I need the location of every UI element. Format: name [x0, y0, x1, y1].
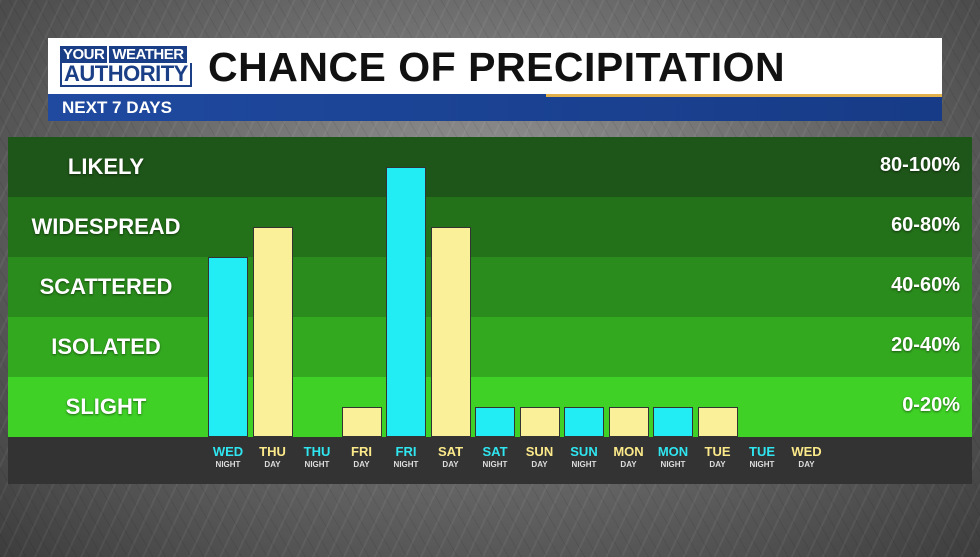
x-tick-label: MON NIGHT — [651, 445, 695, 469]
x-tick-period: NIGHT — [304, 460, 330, 469]
x-tick-label: TUE DAY — [696, 445, 740, 469]
band-range: 80-100% — [879, 154, 960, 176]
x-tick-day: SAT — [437, 444, 464, 459]
band-label: ISOLATED — [51, 334, 161, 359]
band-range: 0-20% — [902, 394, 960, 416]
x-tick-day: THU — [259, 444, 286, 459]
bar-thu-day — [252, 227, 293, 437]
x-tick-period: DAY — [709, 460, 726, 469]
x-tick-label: SUN DAY — [518, 445, 562, 469]
x-tick-day: THU — [303, 444, 331, 459]
x-tick-label: FRI DAY — [340, 445, 384, 469]
x-tick-label: FRI NIGHT — [384, 445, 428, 469]
band-label: LIKELY — [67, 154, 145, 179]
x-tick-period: NIGHT — [660, 460, 686, 469]
accent-stripe — [546, 94, 942, 97]
x-tick-day: TUE — [749, 444, 775, 459]
band-label: WIDESPREAD — [31, 214, 181, 239]
x-tick-period: DAY — [353, 460, 370, 469]
x-tick-label: SAT NIGHT — [473, 445, 517, 469]
x-tick-day: MON — [613, 444, 644, 459]
band-range: 40-60% — [891, 274, 960, 296]
x-tick-period: NIGHT — [215, 460, 241, 469]
x-tick-day: FRI — [395, 444, 417, 459]
band-likely: LIKELY 80-100% — [8, 137, 972, 197]
band-scattered: SCATTERED 40-60% — [8, 257, 972, 317]
x-tick-day: MON — [657, 444, 689, 459]
band-label: SLIGHT — [65, 394, 147, 419]
x-tick-period: DAY — [442, 460, 459, 469]
x-tick-period: NIGHT — [749, 460, 775, 469]
x-tick-day: TUE — [704, 444, 731, 459]
bar-fri-night — [386, 167, 426, 437]
logo-text-your: YOUR — [60, 46, 108, 63]
x-tick-day: SUN — [525, 444, 554, 459]
bar-sun-night — [564, 407, 604, 437]
x-tick-day: SUN — [570, 444, 598, 459]
x-tick-day: FRI — [351, 444, 372, 459]
station-logo: YOUR WEATHER AUTHORITY — [60, 46, 192, 87]
x-tick-period: NIGHT — [393, 460, 419, 469]
x-tick-day: WED — [212, 444, 244, 459]
bar-mon-night — [653, 407, 693, 437]
x-tick-period: DAY — [798, 460, 815, 469]
bar-sat-day — [430, 227, 471, 437]
precipitation-chart: LIKELY 80-100% WIDESPREAD 60-80% SCATTERED 40… — [8, 137, 972, 484]
x-tick-label: WED NIGHT — [206, 445, 250, 469]
x-tick-period: NIGHT — [571, 460, 597, 469]
x-tick-label: SAT DAY — [429, 445, 473, 469]
x-tick-period: DAY — [264, 460, 281, 469]
chart-subtitle: NEXT 7 DAYS — [62, 98, 172, 117]
logo-text-weather: WEATHER — [109, 46, 187, 63]
x-tick-day: SAT — [482, 444, 508, 459]
x-tick-label: THU NIGHT — [295, 445, 339, 469]
bar-sun-day — [519, 407, 560, 437]
band-widespread: WIDESPREAD 60-80% — [8, 197, 972, 257]
header-bar: YOUR WEATHER AUTHORITY CHANCE OF PRECIPI… — [48, 38, 942, 94]
band-isolated: ISOLATED 20-40% — [8, 317, 972, 377]
logo-text-authority: AUTHORITY — [60, 63, 192, 87]
subtitle-bar: NEXT 7 DAYS — [48, 94, 942, 121]
x-tick-label: THU DAY — [251, 445, 295, 469]
bar-tue-day — [697, 407, 738, 437]
bar-sat-night — [475, 407, 515, 437]
x-tick-label: SUN NIGHT — [562, 445, 606, 469]
x-tick-period: DAY — [620, 460, 637, 469]
band-range: 20-40% — [891, 334, 960, 356]
x-tick-day: WED — [791, 444, 822, 459]
band-range: 60-80% — [891, 214, 960, 236]
x-tick-period: NIGHT — [482, 460, 508, 469]
bar-mon-day — [608, 407, 649, 437]
x-tick-label: MON DAY — [607, 445, 651, 469]
bar-wed-night — [208, 257, 248, 437]
chart-title: CHANCE OF PRECIPITATION — [208, 44, 786, 90]
x-tick-label: TUE NIGHT — [740, 445, 784, 469]
bar-fri-day — [341, 407, 382, 437]
band-label: SCATTERED — [39, 274, 173, 299]
x-tick-period: DAY — [531, 460, 548, 469]
x-tick-label: WED DAY — [785, 445, 829, 469]
